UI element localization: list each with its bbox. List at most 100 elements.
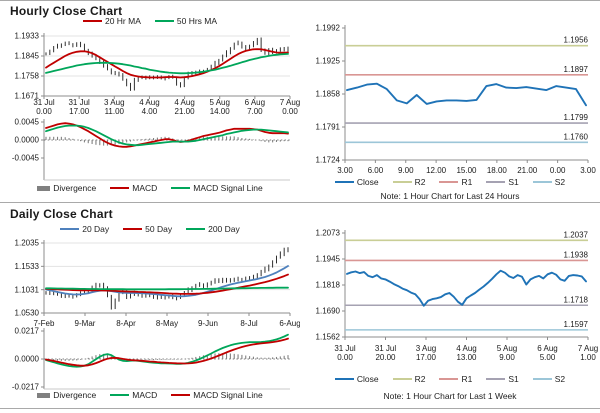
hourly-ma-legend: 20 Hr MA 50 Hrs MA: [0, 16, 300, 26]
legend-swatch: [171, 187, 191, 189]
svg-text:5 Aug: 5 Aug: [497, 344, 517, 353]
svg-text:1.1031: 1.1031: [15, 285, 40, 294]
svg-text:1.1938: 1.1938: [564, 250, 589, 259]
svg-text:0.0000: 0.0000: [15, 136, 40, 145]
svg-text:4 Aug: 4 Aug: [456, 344, 476, 353]
legend-item-20-hr-ma: 20 Hr MA: [82, 16, 141, 26]
daily-price-chart: 1.2035 1.1533 1.1031 1.0530 7-Feb 9-Mar 8-Apr 8…: [0, 236, 301, 335]
legend-label: R2: [414, 374, 426, 384]
svg-text:1.1992: 1.1992: [316, 24, 341, 33]
legend-label: MACD: [132, 183, 158, 193]
legend-label: 50 Day: [145, 224, 173, 234]
svg-text:1.1933: 1.1933: [15, 32, 40, 41]
legend-label: S1: [508, 177, 519, 187]
svg-text:5.00: 5.00: [540, 353, 556, 362]
svg-text:1.1799: 1.1799: [564, 113, 589, 122]
legend-swatch: [171, 394, 191, 396]
svg-text:1.1758: 1.1758: [15, 72, 40, 81]
svg-text:1.2037: 1.2037: [564, 230, 589, 239]
svg-text:12.00: 12.00: [426, 166, 447, 175]
svg-text:11.00: 11.00: [105, 107, 125, 116]
daily-macd-chart: 0.0217 0.0000 -0.0217: [0, 325, 300, 395]
svg-text:3.00: 3.00: [337, 166, 353, 175]
legend-item-r1: R1: [439, 374, 472, 384]
legend-label: 200 Day: [208, 224, 240, 234]
svg-text:1.1718: 1.1718: [564, 295, 589, 304]
daily-section-title: Daily Close Chart: [10, 207, 113, 221]
svg-text:8-Jul: 8-Jul: [240, 319, 258, 328]
svg-text:1.1858: 1.1858: [316, 90, 341, 99]
bottom-rule: [0, 408, 600, 409]
svg-text:0.0045: 0.0045: [15, 118, 40, 127]
legend-swatch: [334, 378, 354, 380]
hourly-macd-chart: 0.0045 0.0000 -0.0045: [0, 118, 300, 187]
legend-item-divergence: Divergence: [37, 390, 96, 400]
svg-text:0.0000: 0.0000: [15, 355, 40, 364]
legend-swatch: [532, 181, 552, 183]
section-divider: [0, 202, 600, 203]
top-rule: [0, 0, 600, 1]
svg-text:0.00: 0.00: [282, 107, 298, 116]
hourly-pivot-legend: Close R2 R1 S1 S2: [300, 177, 600, 187]
legend-item-50-day: 50 Day: [123, 224, 172, 234]
legend-item-r2: R2: [392, 374, 426, 384]
svg-text:31 Jul: 31 Jul: [334, 344, 356, 353]
svg-text:15.00: 15.00: [456, 166, 477, 175]
svg-text:1.1724: 1.1724: [316, 156, 341, 165]
svg-text:1.1690: 1.1690: [316, 307, 341, 316]
legend-swatch: [486, 378, 506, 380]
legend-label: Close: [356, 177, 379, 187]
svg-text:1.1533: 1.1533: [15, 262, 40, 271]
legend-item-macd: MACD: [110, 183, 157, 193]
legend-item-macd-signal-line: MACD Signal Line: [171, 390, 263, 400]
hourly-macd-legend: Divergence MACD MACD Signal Line: [0, 183, 300, 193]
legend-label: Divergence: [53, 183, 97, 193]
svg-text:9-Mar: 9-Mar: [75, 319, 96, 328]
legend-item-r2: R2: [392, 177, 425, 187]
legend-label: MACD: [132, 390, 158, 400]
daily-pivot-legend: Close R2 R1 S1 S2: [300, 374, 600, 384]
legend-item-s1: S1: [486, 374, 519, 384]
svg-text:7 Aug: 7 Aug: [578, 344, 598, 353]
legend-label: Divergence: [53, 390, 97, 400]
svg-text:1.1818: 1.1818: [316, 281, 341, 290]
legend-item-s1: S1: [486, 177, 519, 187]
svg-text:1.1956: 1.1956: [564, 36, 589, 45]
daily-macd-legend: Divergence MACD MACD Signal Line: [0, 390, 300, 400]
legend-swatch: [110, 187, 130, 189]
svg-text:1.1925: 1.1925: [316, 57, 341, 66]
svg-text:13.00: 13.00: [456, 353, 477, 362]
daily-ma-legend: 20 Day 50 Day 200 Day: [0, 224, 300, 234]
legend-item-r1: R1: [439, 177, 472, 187]
svg-text:21.00: 21.00: [517, 166, 538, 175]
legend-label: S2: [554, 177, 566, 187]
svg-text:1.1945: 1.1945: [316, 255, 341, 264]
svg-text:14.00: 14.00: [210, 107, 231, 116]
svg-text:3.00: 3.00: [580, 166, 596, 175]
svg-text:1.2035: 1.2035: [15, 239, 40, 248]
svg-text:9-Jun: 9-Jun: [198, 319, 218, 328]
legend-item-50-hrs-ma: 50 Hrs MA: [154, 16, 217, 26]
hourly-pivot-note: Note: 1 Hour Chart for Last 24 Hours: [380, 191, 520, 201]
svg-text:1.0530: 1.0530: [15, 309, 40, 318]
legend-item-divergence: Divergence: [37, 183, 96, 193]
legend-swatch: [186, 228, 206, 230]
legend-item-s2: S2: [532, 374, 565, 384]
legend-item-macd: MACD: [110, 390, 157, 400]
svg-text:3 Aug: 3 Aug: [416, 344, 436, 353]
svg-text:9.00: 9.00: [499, 353, 515, 362]
svg-text:6-Aug: 6-Aug: [279, 319, 300, 328]
svg-text:8-May: 8-May: [156, 319, 178, 328]
legend-item-macd-signal-line: MACD Signal Line: [171, 183, 263, 193]
legend-label: Close: [356, 374, 379, 384]
svg-text:3 Aug: 3 Aug: [104, 98, 124, 107]
legend-item-close: Close: [334, 374, 379, 384]
svg-text:1.1671: 1.1671: [15, 92, 40, 101]
svg-text:9.00: 9.00: [398, 166, 414, 175]
svg-text:-0.0045: -0.0045: [12, 154, 40, 163]
legend-item-close: Close: [334, 177, 379, 187]
hourly-pivot-chart: 1.1992 1.1925 1.1858 1.1791 1.1724 3.00 6.00 9.…: [300, 18, 600, 183]
legend-label: R1: [461, 177, 473, 187]
svg-text:6 Aug: 6 Aug: [537, 344, 557, 353]
